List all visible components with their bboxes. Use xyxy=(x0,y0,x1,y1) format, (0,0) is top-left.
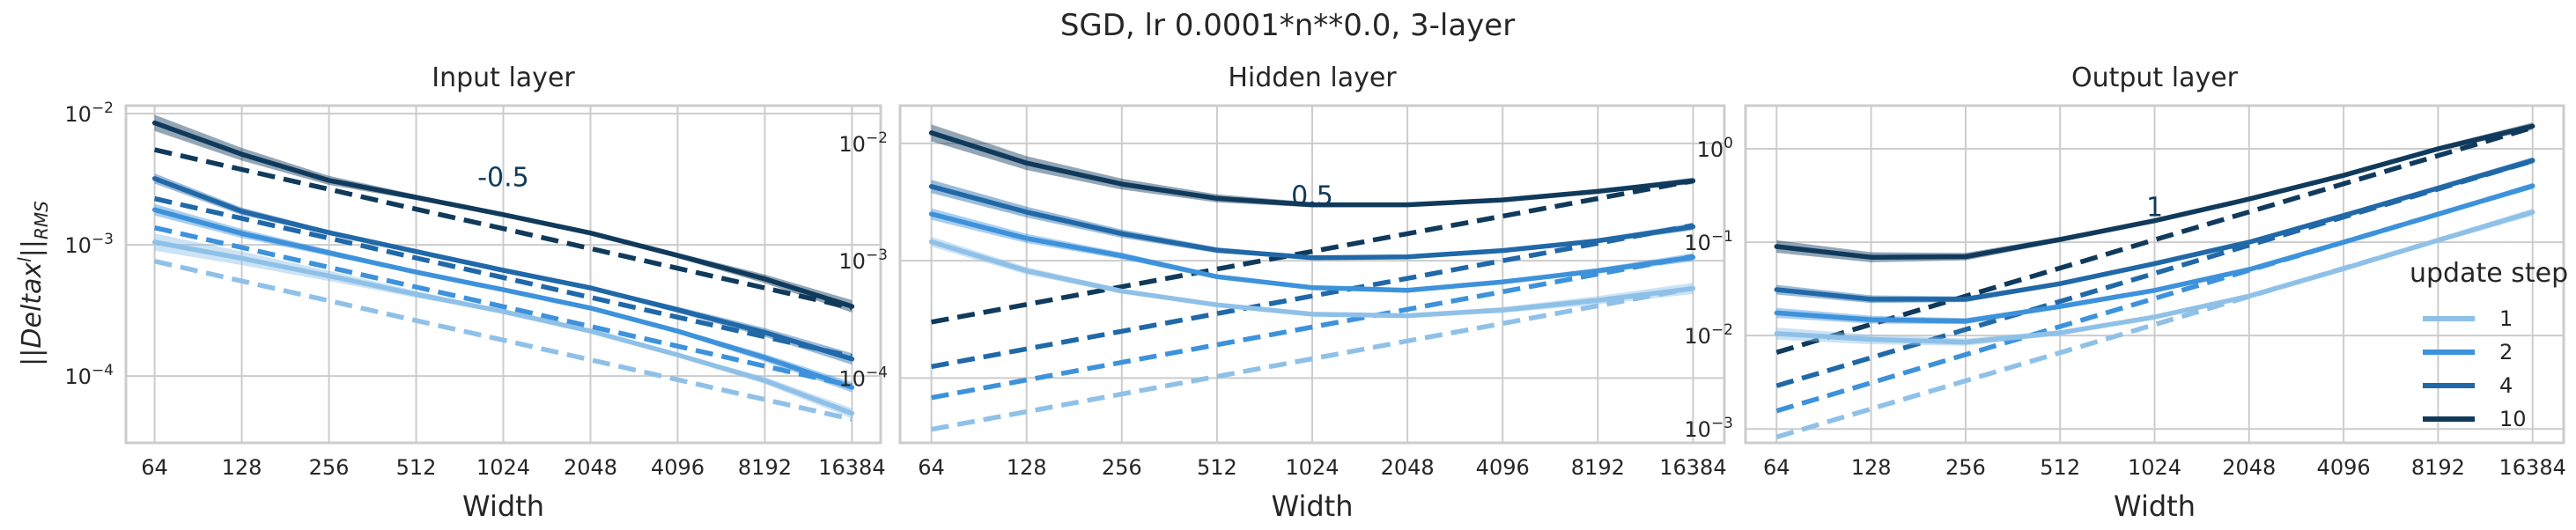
series-line-step-10 xyxy=(1774,123,2535,260)
reference-line-step-10 xyxy=(931,178,1694,325)
x-tick-label: 64 xyxy=(1763,455,1790,480)
x-axis-label: Width xyxy=(2114,490,2196,523)
confidence-band-step-1 xyxy=(154,233,853,419)
y-tick-label: 10−1 xyxy=(1684,228,1733,255)
x-tick-label: 512 xyxy=(2040,455,2080,480)
x-tick-label: 2048 xyxy=(2222,455,2276,480)
x-tick-label: 4096 xyxy=(651,455,705,480)
reference-line-step-4 xyxy=(153,195,853,359)
x-tick-label: 128 xyxy=(1851,455,1892,480)
x-tick-label: 128 xyxy=(1007,455,1047,480)
y-tick-label: 10−2 xyxy=(838,129,888,157)
series-line-step-4 xyxy=(1774,158,2535,302)
reference-line-step-4 xyxy=(931,223,1694,370)
y-tick-label: 10−2 xyxy=(64,99,114,127)
confidence-band-step-10 xyxy=(931,124,1694,208)
x-tick-label: 256 xyxy=(309,455,350,480)
y-tick-label: 10−3 xyxy=(1684,415,1733,442)
y-tick-label: 10−4 xyxy=(838,364,888,391)
series-line-step-4 xyxy=(928,184,1696,261)
plot-frame xyxy=(124,104,882,445)
x-tick-label: 2048 xyxy=(1381,455,1435,480)
reference-line-step-1 xyxy=(931,285,1694,432)
slope-annotation: 0.5 xyxy=(1291,181,1333,212)
legend-label-step-10: 10 xyxy=(2499,407,2527,431)
x-tick-label: 512 xyxy=(396,455,437,480)
x-tick-label: 128 xyxy=(222,455,262,480)
slope-annotation: -0.5 xyxy=(477,162,529,193)
x-tick-label: 256 xyxy=(1945,455,1986,480)
panel-output-layer: 164 128 256 512 1024 2048 4096 8192 1638410010−1… xyxy=(1684,63,2568,523)
subplot-title: Hidden layer xyxy=(1228,63,1397,93)
x-tick-label: 16384 xyxy=(2499,455,2566,480)
x-tick-label: 16384 xyxy=(1659,455,1726,480)
reference-line-step-2 xyxy=(931,254,1694,401)
series-line-step-2 xyxy=(928,211,1696,293)
legend-label-step-2: 2 xyxy=(2499,340,2513,364)
series-line-step-1 xyxy=(928,239,1696,319)
y-tick-label: 10−3 xyxy=(64,231,114,258)
x-tick-label: 4096 xyxy=(1476,455,1530,480)
x-tick-label: 256 xyxy=(1102,455,1142,480)
series-line-step-10 xyxy=(151,120,855,309)
panel-input-layer: -0.5 64 128 256 512 1024 2048 4096 8192 16384 10−2… xyxy=(64,63,885,523)
series-line-step-1 xyxy=(1774,210,2535,345)
x-tick-label: 8192 xyxy=(738,455,792,480)
series-line-step-1 xyxy=(151,239,855,416)
series-line-step-10 xyxy=(928,130,1696,208)
panel-hidden-layer: 0.5 64 128 256 512 1024 2048 4096 8192 16384 10−2 1… xyxy=(838,63,1726,523)
slope-annotation: 1 xyxy=(2146,193,2163,224)
plot-frame xyxy=(898,104,1726,445)
subplot-title: Input layer xyxy=(432,63,575,93)
x-axis-label: Width xyxy=(1272,490,1354,523)
x-tick-label: 1024 xyxy=(1285,455,1339,480)
figure-title: SGD, lr 0.0001*n**0.0, 3-layer xyxy=(1060,8,1515,43)
legend-title: update step xyxy=(2410,258,2568,289)
x-tick-label: 4096 xyxy=(2317,455,2371,480)
x-tick-label: 64 xyxy=(918,455,945,480)
series-line-step-2 xyxy=(1774,183,2535,324)
y-tick-label: 10−2 xyxy=(1684,321,1733,349)
x-tick-label: 1024 xyxy=(2128,455,2181,480)
x-axis-label: Width xyxy=(462,490,544,523)
series-line-step-2 xyxy=(151,207,855,390)
x-tick-label: 1024 xyxy=(476,455,530,480)
subplot-title: Output layer xyxy=(2071,63,2239,93)
x-tick-label: 64 xyxy=(141,455,168,480)
legend-label-step-1: 1 xyxy=(2499,306,2513,331)
y-tick-label: 10−4 xyxy=(64,362,114,389)
legend-label-step-4: 4 xyxy=(2499,373,2513,398)
y-tick-label: 100 xyxy=(1697,135,1733,162)
x-tick-label: 2048 xyxy=(564,455,617,480)
reference-line-step-1 xyxy=(153,259,853,422)
x-tick-label: 8192 xyxy=(2411,455,2465,480)
plot-frame xyxy=(1744,104,2565,445)
series-line-step-4 xyxy=(151,176,855,362)
reference-line-step-2 xyxy=(153,225,853,388)
x-tick-label: 512 xyxy=(1197,455,1237,480)
x-tick-label: 16384 xyxy=(818,455,885,480)
reference-line-step-10 xyxy=(153,147,853,311)
y-tick-label: 10−3 xyxy=(838,247,888,274)
x-tick-label: 8192 xyxy=(1571,455,1625,480)
